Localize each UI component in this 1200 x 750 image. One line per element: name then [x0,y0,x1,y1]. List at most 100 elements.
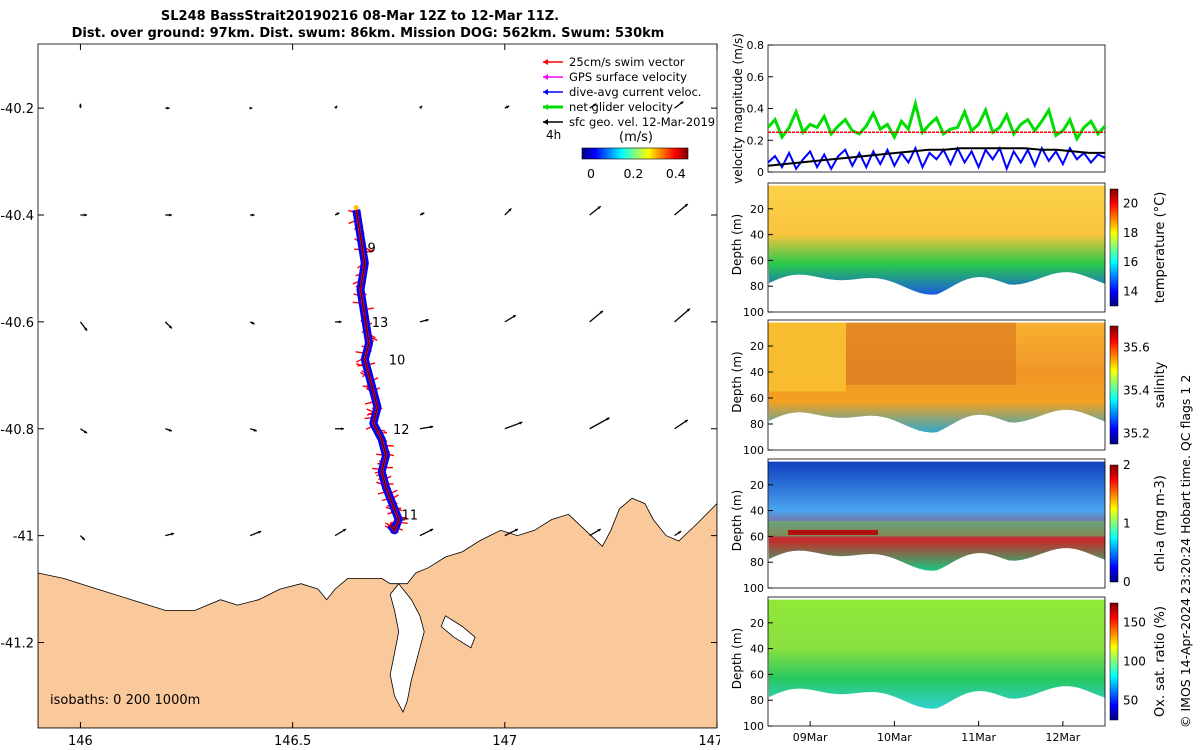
y-tick-label: 60 [750,254,764,267]
y-tick-label: 60 [750,392,764,405]
track-time-label: 13 [372,316,389,331]
y-tick-label: 100 [743,582,764,595]
sfc-velocity-arrowhead [84,327,88,331]
sfc-velocity-arrowhead [84,213,88,217]
colorbar [1109,464,1119,583]
colorbar [581,147,689,160]
sfc-velocity-arrowhead [686,308,690,312]
colorbar-tick-label: 0.4 [666,166,686,181]
sfc-velocity-arrowhead [171,532,175,536]
y-tick-label: 20 [750,617,764,630]
y-tick-label: 40 [750,366,764,379]
colorbar [1109,188,1119,307]
sfc-velocity-arrowhead [338,320,342,324]
estuary [389,583,425,713]
track-time-label: 11 [401,509,418,524]
sfc-velocity-arrowhead [519,421,523,425]
sfc-velocity-arrowhead [421,212,425,216]
isobath-label: isobaths: 0 200 1000m [50,693,200,708]
velocity-series-line [766,97,1107,143]
colorbar-tick-label: 100 [1123,655,1146,669]
profile-panel: 20 40 60 80 100 Depth (m) 14 16 18 20 temperature … [730,182,1168,319]
sfc-velocity-arrowhead [168,428,172,432]
x-tick-label: 11Mar [961,731,996,744]
estuary [440,615,476,649]
sfc-velocity-arrowhead [506,105,510,109]
sfc-velocity-arrowhead [251,213,255,217]
y-tick-label: 60 [750,668,764,681]
y-tick-label: -41 [13,530,34,545]
sfc-velocity-arrowhead [429,528,434,532]
sfc-velocity-arrowhead [606,417,610,421]
sfc-velocity-arrowhead [169,213,172,217]
sfc-velocity-arrowhead [599,310,603,314]
y-tick-label: 20 [750,203,764,216]
colorbar-tick-label: 2 [1123,458,1131,472]
sfc-velocity-arrowhead [597,206,601,210]
sfc-velocity-arrowhead [83,430,88,434]
track-time-label: 10 [389,354,406,369]
panel-ylabel: Depth (m) [730,214,744,275]
colorbar [1109,325,1119,445]
track-start-marker [353,205,359,211]
sfc-velocity-arrowhead [258,530,262,534]
colorbar-tick-label: 1 [1123,517,1131,531]
y-tick-label: 80 [750,694,764,707]
y-tick-label: 0.6 [747,71,765,84]
chart-subtitle: Dist. over ground: 97km. Dist. swum: 86k… [71,26,665,41]
map-chart: 9 13 10 12 11 isobaths: 0 200 1000m 146 146.5 14… [0,43,720,749]
time-marker-label: 4h [546,128,561,142]
colorbar-label: temperature (°C) [1153,192,1168,304]
panel-axes [767,458,1106,589]
y-tick-label: 80 [750,556,764,569]
legend-label: sfc geo. vel. 12-Mar-2019 [569,115,715,129]
sfc-velocity-vector [589,310,604,323]
sfc-velocity-arrowhead [81,536,85,541]
colorbar-tick-label: 0.2 [623,166,643,181]
sfc-velocity-arrowhead [680,101,684,105]
sfc-velocity-arrowhead [514,528,519,532]
salinity-block [768,322,846,392]
y-tick-label: 40 [750,229,764,242]
panel-ylabel: Depth (m) [730,628,744,689]
sfc-velocity-arrowhead [419,105,423,109]
sfc-velocity-arrowhead [336,212,340,216]
legend-label: GPS surface velocity [569,70,687,84]
colorbar-tick-label: 20 [1123,197,1138,211]
x-tick-label: 147 [492,734,517,749]
colorbar-tick-label: 50 [1123,694,1138,708]
colorbar-tick-label: 18 [1123,226,1138,240]
sfc-velocity-arrowhead [341,427,344,431]
chl-maximum [788,529,878,535]
colorbar-tick-label: 0 [587,166,595,181]
sfc-velocity-arrowhead [342,529,347,532]
x-tick-label: 146 [68,734,93,749]
profile-heatmap [768,461,1105,571]
profile-heatmap [768,599,1105,709]
sfc-velocity-vector [589,417,610,430]
sfc-velocity-arrowhead [593,103,597,107]
y-tick-label: 0.8 [747,39,765,52]
y-tick-label: 100 [743,444,764,457]
x-tick-label: 09Mar [793,731,828,744]
side-caption: © IMOS 14-Apr-2024 23:20:24 Hobart time.… [1178,374,1193,728]
colorbar [1109,602,1119,721]
y-tick-label: 40 [750,643,764,656]
y-tick-label: 40 [750,505,764,518]
colorbar-label: chl-a (mg m-3) [1153,475,1168,572]
y-tick-label: 60 [750,530,764,543]
profile-panel: 20 40 60 80 100 Depth (m) 50 100 150 Ox. sat. rat… [730,596,1168,733]
legend-arrowhead [543,74,548,80]
y-tick-label: -41.2 [0,637,34,652]
y-tick-label: -40.8 [0,423,34,438]
velocity-series-line [767,145,1106,172]
y-tick-label: 0.4 [747,103,765,116]
sfc-velocity-arrowhead [684,419,688,423]
legend-arrowhead [543,119,548,125]
y-tick-label: 0 [757,166,764,179]
sfc-velocity-arrowhead [78,103,82,107]
velocity-series-line [767,147,1105,167]
colorbar-tick-label: 35.6 [1123,340,1150,354]
